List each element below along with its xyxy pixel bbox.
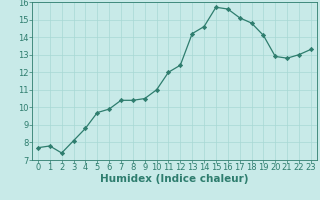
X-axis label: Humidex (Indice chaleur): Humidex (Indice chaleur) — [100, 174, 249, 184]
